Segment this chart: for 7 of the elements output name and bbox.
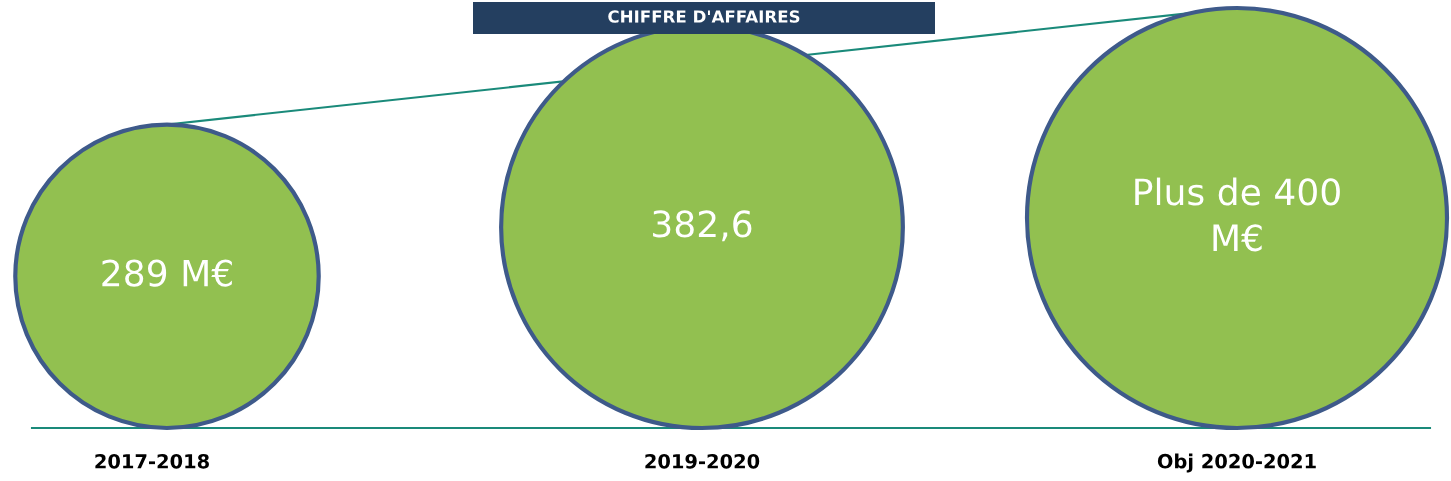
text: CHIFFRE D'AFFAIRES	[608, 10, 800, 23]
category-label: 2019-2020	[645, 453, 760, 469]
data-label: 382,6	[653, 210, 752, 242]
category-label: Obj 2020-2021	[1157, 453, 1316, 473]
data-label: 289 M€	[102, 259, 232, 287]
category-label: 2017-2018	[95, 453, 209, 469]
data-label: Plus de 400 M€	[1135, 177, 1340, 252]
